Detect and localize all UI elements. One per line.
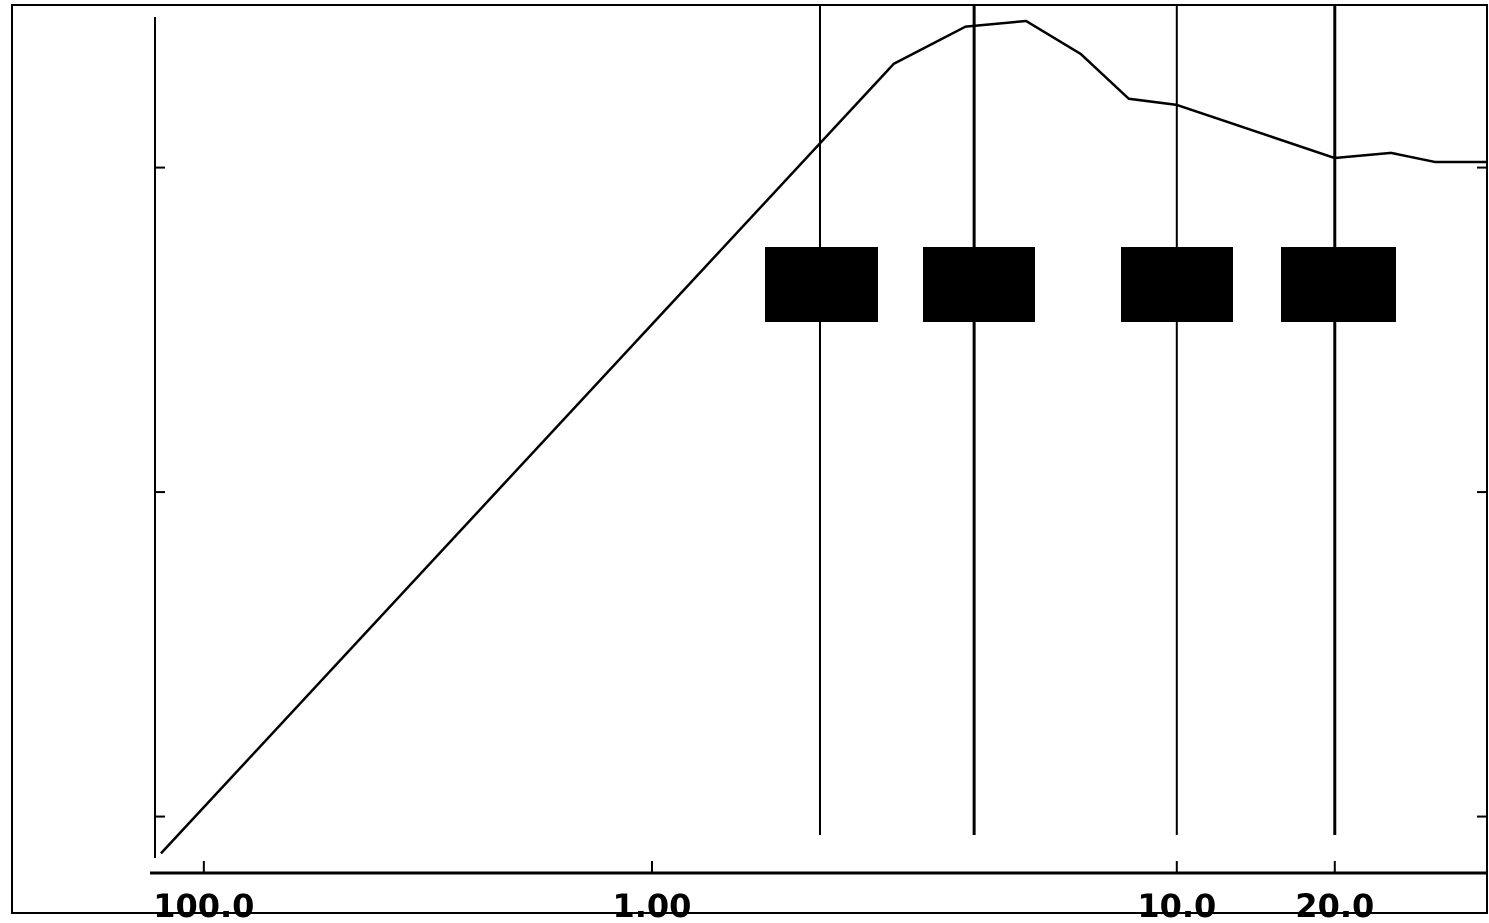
redaction-box <box>1281 247 1396 322</box>
x-tick-label: 10.0 <box>1137 887 1216 923</box>
data-line <box>160 19 1487 855</box>
redaction-box <box>1121 247 1233 322</box>
frame <box>11 4 1488 914</box>
x-tick-label: 1.00 <box>612 887 691 923</box>
redaction-box <box>765 247 878 322</box>
x-tick-label: 20.0 <box>1295 887 1374 923</box>
x-tick-label: 100.0 <box>153 887 254 923</box>
redaction-box <box>923 247 1035 322</box>
redaction-boxes <box>765 247 1396 322</box>
